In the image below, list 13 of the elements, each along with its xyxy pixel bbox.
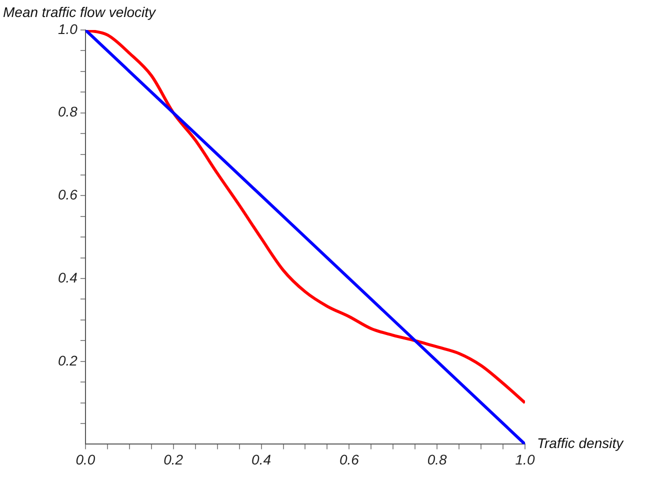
x-tick-label: 1.0 <box>515 451 535 468</box>
y-tick-label: 0.6 <box>58 186 78 203</box>
x-tick-label: 0.4 <box>252 451 272 468</box>
y-tick-label: 0.4 <box>58 269 78 286</box>
x-tick-label: 0.8 <box>427 451 448 468</box>
x-tick-label: 0.2 <box>164 451 184 468</box>
y-tick-label: 0.8 <box>58 104 78 120</box>
y-axis-title: Mean traffic flow velocity <box>3 4 156 20</box>
y-tick-label: 1.0 <box>58 20 78 37</box>
x-tick-label: 0.0 <box>76 451 96 468</box>
y-tick-label: 0.2 <box>58 352 78 368</box>
x-axis-title: Traffic density <box>537 435 624 452</box>
x-tick-label: 0.6 <box>339 451 360 468</box>
